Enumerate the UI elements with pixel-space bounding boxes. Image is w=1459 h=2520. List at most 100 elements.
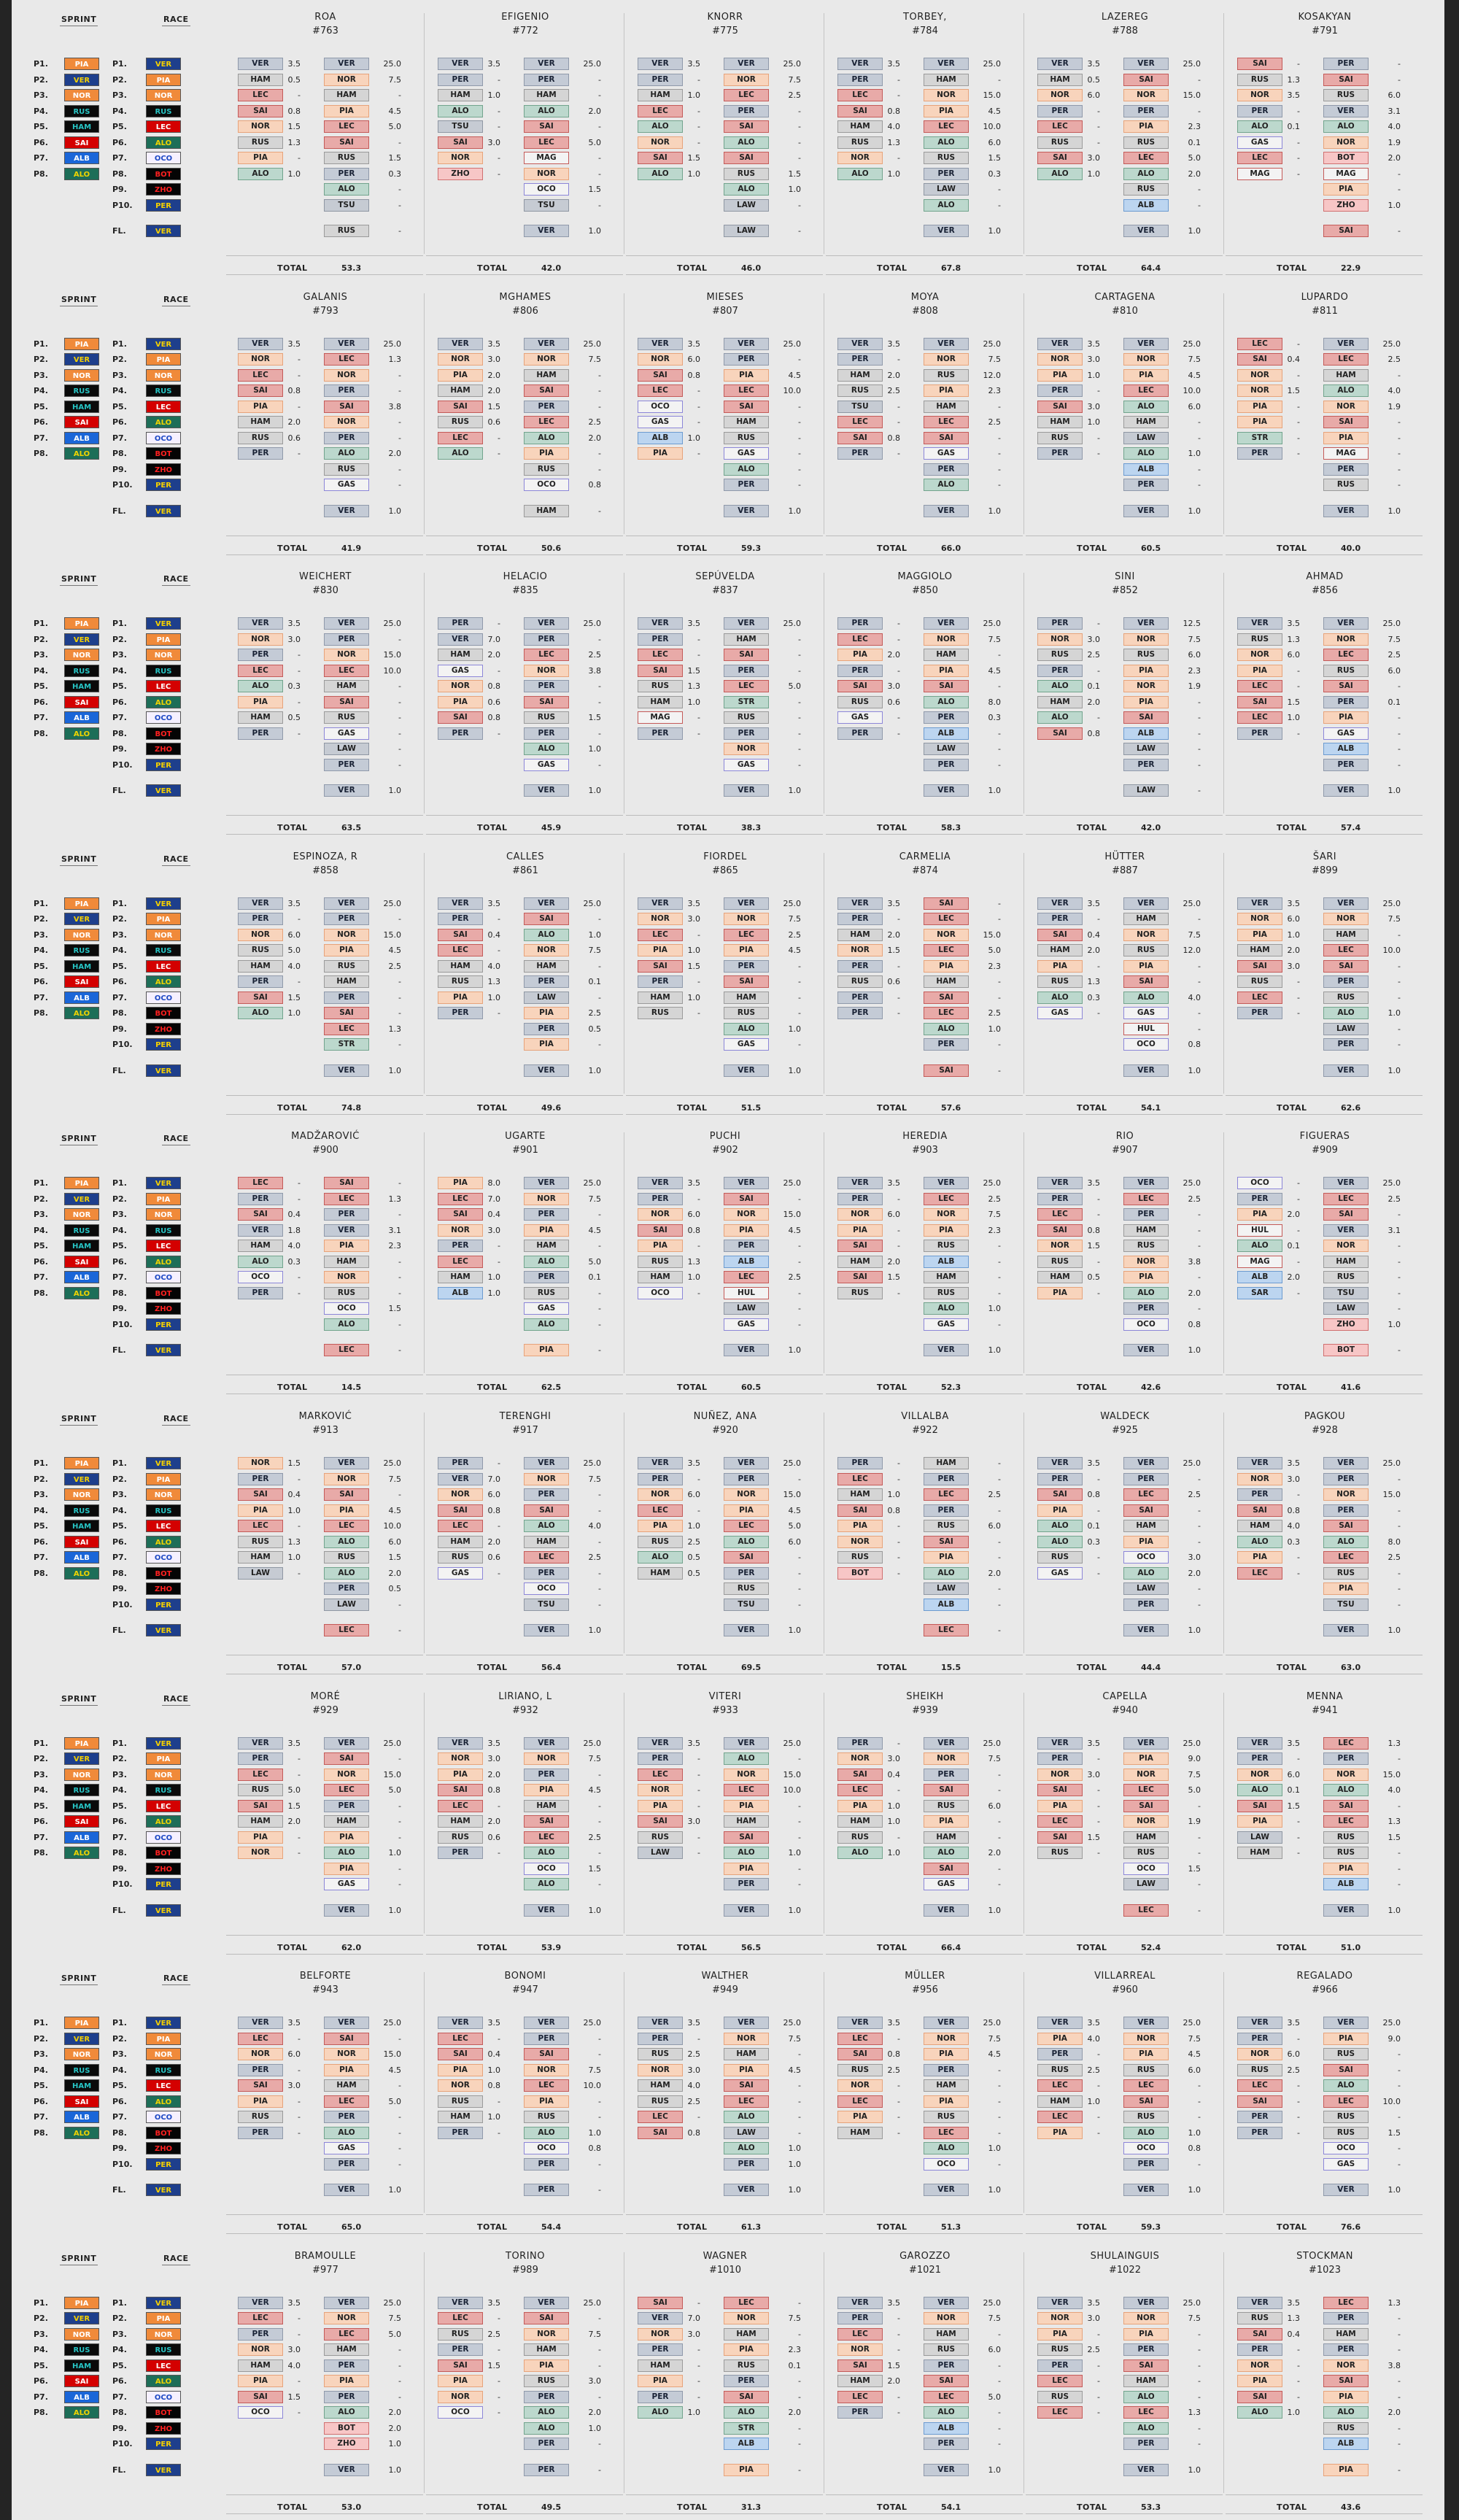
sprint-pick: MAG bbox=[1237, 1255, 1282, 1268]
race-pick: PER bbox=[924, 2063, 969, 2076]
race-pick-points: 1.5 bbox=[988, 153, 1002, 163]
sprint-pick-points: - bbox=[498, 914, 500, 924]
sprint-pick-points: - bbox=[897, 914, 900, 924]
race-pick-points: - bbox=[398, 1272, 401, 1283]
sprint-pick: NOR bbox=[638, 1784, 683, 1797]
race-position-label: P10. bbox=[112, 1599, 133, 1609]
sprint-pick: LEC bbox=[1237, 711, 1282, 724]
race-pick-points: - bbox=[798, 1241, 801, 1251]
race-pick-points: 9.0 bbox=[1188, 1754, 1201, 1764]
race-pick: VER bbox=[324, 897, 369, 910]
sprint-pick-points: 6.0 bbox=[887, 1210, 901, 1220]
race-pick: SAI bbox=[1123, 2095, 1169, 2108]
sprint-pick-points: 3.5 bbox=[1087, 1178, 1101, 1189]
sprint-position-label: P8. bbox=[34, 1848, 48, 1858]
race-pick-points: - bbox=[1398, 713, 1401, 723]
sprint-pick: NOR bbox=[238, 1847, 283, 1860]
sprint-pick: SAI bbox=[837, 1768, 883, 1781]
sprint-pick-points: 3.0 bbox=[287, 2345, 301, 2355]
race-pick: PIA bbox=[1323, 2390, 1369, 2403]
race-pick-points: - bbox=[1398, 1521, 1401, 1531]
race-pick-points: - bbox=[998, 1288, 1001, 1298]
race-pick-points: - bbox=[998, 2408, 1001, 2418]
sprint-pick-points: - bbox=[697, 2360, 700, 2370]
race-pick-points: 4.5 bbox=[388, 946, 402, 956]
sprint-pick: HAM bbox=[1237, 1847, 1282, 1860]
total-rule bbox=[426, 2214, 623, 2216]
sprint-result-chip: NOR bbox=[64, 1488, 99, 1501]
sprint-pick: SAI bbox=[238, 2390, 283, 2403]
race-pick-points: - bbox=[798, 1194, 801, 1204]
race-pick-points: 2.5 bbox=[588, 417, 602, 428]
fastest-lap-pick: VER bbox=[1323, 2184, 1369, 2197]
sprint-result-chip: ALB bbox=[64, 2111, 99, 2124]
sprint-pick: LEC bbox=[837, 2390, 883, 2403]
sprint-pick: GAS bbox=[438, 664, 483, 677]
race-pick-points: - bbox=[398, 417, 401, 428]
sprint-position-label: P5. bbox=[34, 2081, 48, 2091]
race-pick: VER bbox=[524, 1177, 569, 1190]
race-pick: NOR bbox=[324, 649, 369, 662]
race-pick-points: 4.5 bbox=[388, 1505, 402, 1515]
race-header: RACE bbox=[162, 1694, 190, 1706]
sprint-pick: RUS bbox=[1037, 2063, 1083, 2076]
sprint-pick-points: - bbox=[298, 1194, 301, 1204]
race-pick-points: 1.0 bbox=[1388, 1319, 1401, 1329]
card-divider bbox=[1023, 1412, 1024, 1653]
race-pick-points: - bbox=[398, 760, 401, 770]
fastest-lap-points: 1.0 bbox=[1388, 2185, 1401, 2195]
race-pick: SAI bbox=[324, 1007, 369, 1020]
race-position-label: P6. bbox=[112, 417, 127, 428]
card-divider bbox=[424, 852, 425, 1094]
sprint-result-chip: VER bbox=[64, 633, 99, 646]
race-pick-points: - bbox=[598, 914, 601, 924]
sprint-pick: RUS bbox=[1037, 136, 1083, 149]
sprint-pick: HAM bbox=[1037, 416, 1083, 429]
race-position-label: P5. bbox=[112, 122, 127, 131]
race-pick: NOR bbox=[324, 1768, 369, 1781]
sprint-position-label: P1. bbox=[34, 898, 48, 908]
sprint-pick-points: - bbox=[1297, 1568, 1300, 1578]
race-position-label: P2. bbox=[112, 1194, 127, 1204]
race-pick-points: 25.0 bbox=[783, 1178, 802, 1189]
race-pick: LEC bbox=[724, 1271, 769, 1284]
sprint-pick: NOR bbox=[1037, 633, 1083, 646]
sprint-pick-points: - bbox=[1297, 1008, 1300, 1019]
race-pick: VER bbox=[924, 1736, 969, 1750]
player-number: #1021 bbox=[909, 2264, 941, 2276]
sprint-pick-points: 7.0 bbox=[487, 1474, 501, 1484]
sprint-pick-points: 3.5 bbox=[887, 898, 901, 908]
race-pick-points: 1.3 bbox=[1188, 2408, 1201, 2418]
race-pick: RUS bbox=[524, 1286, 569, 1299]
sprint-pick-points: - bbox=[897, 619, 900, 629]
race-pick: NOR bbox=[524, 353, 569, 366]
race-pick-points: - bbox=[998, 728, 1001, 738]
sprint-pick-points: 1.5 bbox=[687, 961, 701, 971]
race-pick: OCO bbox=[524, 2142, 569, 2155]
race-pick-points: - bbox=[1198, 2081, 1201, 2091]
sprint-pick-points: 3.0 bbox=[1087, 634, 1101, 644]
player-number: #1023 bbox=[1309, 2264, 1341, 2276]
sprint-pick: HAM bbox=[438, 1535, 483, 1548]
race-pick: NOR bbox=[324, 1271, 369, 1284]
sprint-pick-points: 0.4 bbox=[887, 1769, 901, 1779]
fastest-lap-points: - bbox=[798, 226, 801, 236]
sprint-pick-points: 3.5 bbox=[687, 1178, 701, 1189]
sprint-pick: SAI bbox=[1237, 58, 1282, 70]
sprint-pick-points: 0.8 bbox=[487, 681, 501, 692]
race-pick: PIA bbox=[1123, 1752, 1169, 1766]
race-pick: HAM bbox=[524, 368, 569, 382]
total-label: TOTAL bbox=[277, 263, 308, 273]
sprint-pick-points: - bbox=[697, 74, 700, 85]
race-result-chip: OCO bbox=[146, 2111, 181, 2124]
sprint-pick-points: - bbox=[298, 914, 301, 924]
fastest-lap-pick: VER bbox=[524, 225, 569, 237]
race-pick-points: - bbox=[598, 449, 601, 459]
race-pick: BOT bbox=[1323, 152, 1369, 164]
race-pick: NOR bbox=[524, 167, 569, 180]
sprint-result-chip: NOR bbox=[64, 649, 99, 662]
race-position-label: P4. bbox=[112, 946, 127, 956]
race-pick: RUS bbox=[1323, 2048, 1369, 2061]
total-value: 49.5 bbox=[541, 2502, 562, 2512]
total-label: TOTAL bbox=[1277, 2502, 1307, 2512]
